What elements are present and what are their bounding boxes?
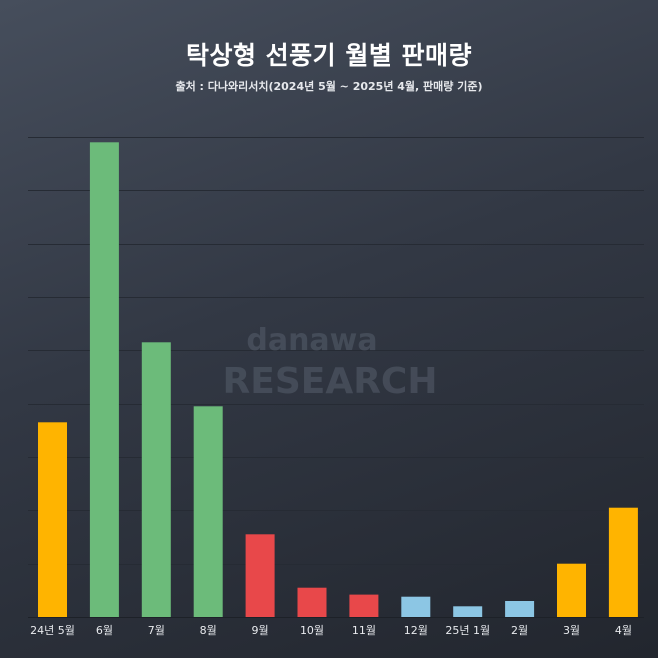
bars (38, 142, 638, 618)
bar-3 (141, 342, 171, 617)
bar-5 (245, 534, 275, 617)
x-tick-label: 10월 (300, 624, 324, 637)
bar-8 (401, 596, 431, 617)
watermark-line1: danawa (246, 323, 377, 358)
bar-10 (505, 601, 535, 617)
bar-7 (349, 594, 379, 617)
x-tick-label: 25년 1월 (445, 624, 490, 637)
bar-6 (297, 587, 327, 617)
chart-title: 탁상형 선풍기 월별 판매량 (185, 41, 473, 70)
watermark-line2: RESEARCH (223, 361, 438, 402)
x-tick-label: 4월 (615, 624, 632, 637)
bar-2 (89, 142, 119, 618)
bar-9 (453, 606, 483, 617)
bar-4 (193, 406, 223, 617)
x-tick-label: 8월 (200, 624, 217, 637)
bar-12 (608, 507, 638, 617)
chart-subtitle: 출처 : 다나와리서치(2024년 5월 ~ 2025년 4월, 판매량 기준) (175, 80, 483, 93)
x-tick-labels: 24년 5월 6월 7월 8월 9월 10월 11월 12월 25년 1월 2월 3월 4월 (30, 624, 632, 637)
x-tick-label: 6월 (96, 624, 113, 637)
x-tick-label: 24년 5월 (30, 624, 75, 637)
gridlines (28, 137, 644, 618)
x-tick-label: 2월 (511, 624, 528, 637)
x-tick-label: 11월 (352, 624, 376, 637)
x-tick-label: 7월 (148, 624, 165, 637)
x-tick-label: 12월 (404, 624, 428, 637)
x-tick-label: 9월 (252, 624, 269, 637)
bar-11 (557, 563, 586, 617)
bar-1 (38, 422, 67, 617)
watermark: danawa RESEARCH (223, 323, 438, 402)
x-tick-label: 3월 (563, 624, 580, 637)
